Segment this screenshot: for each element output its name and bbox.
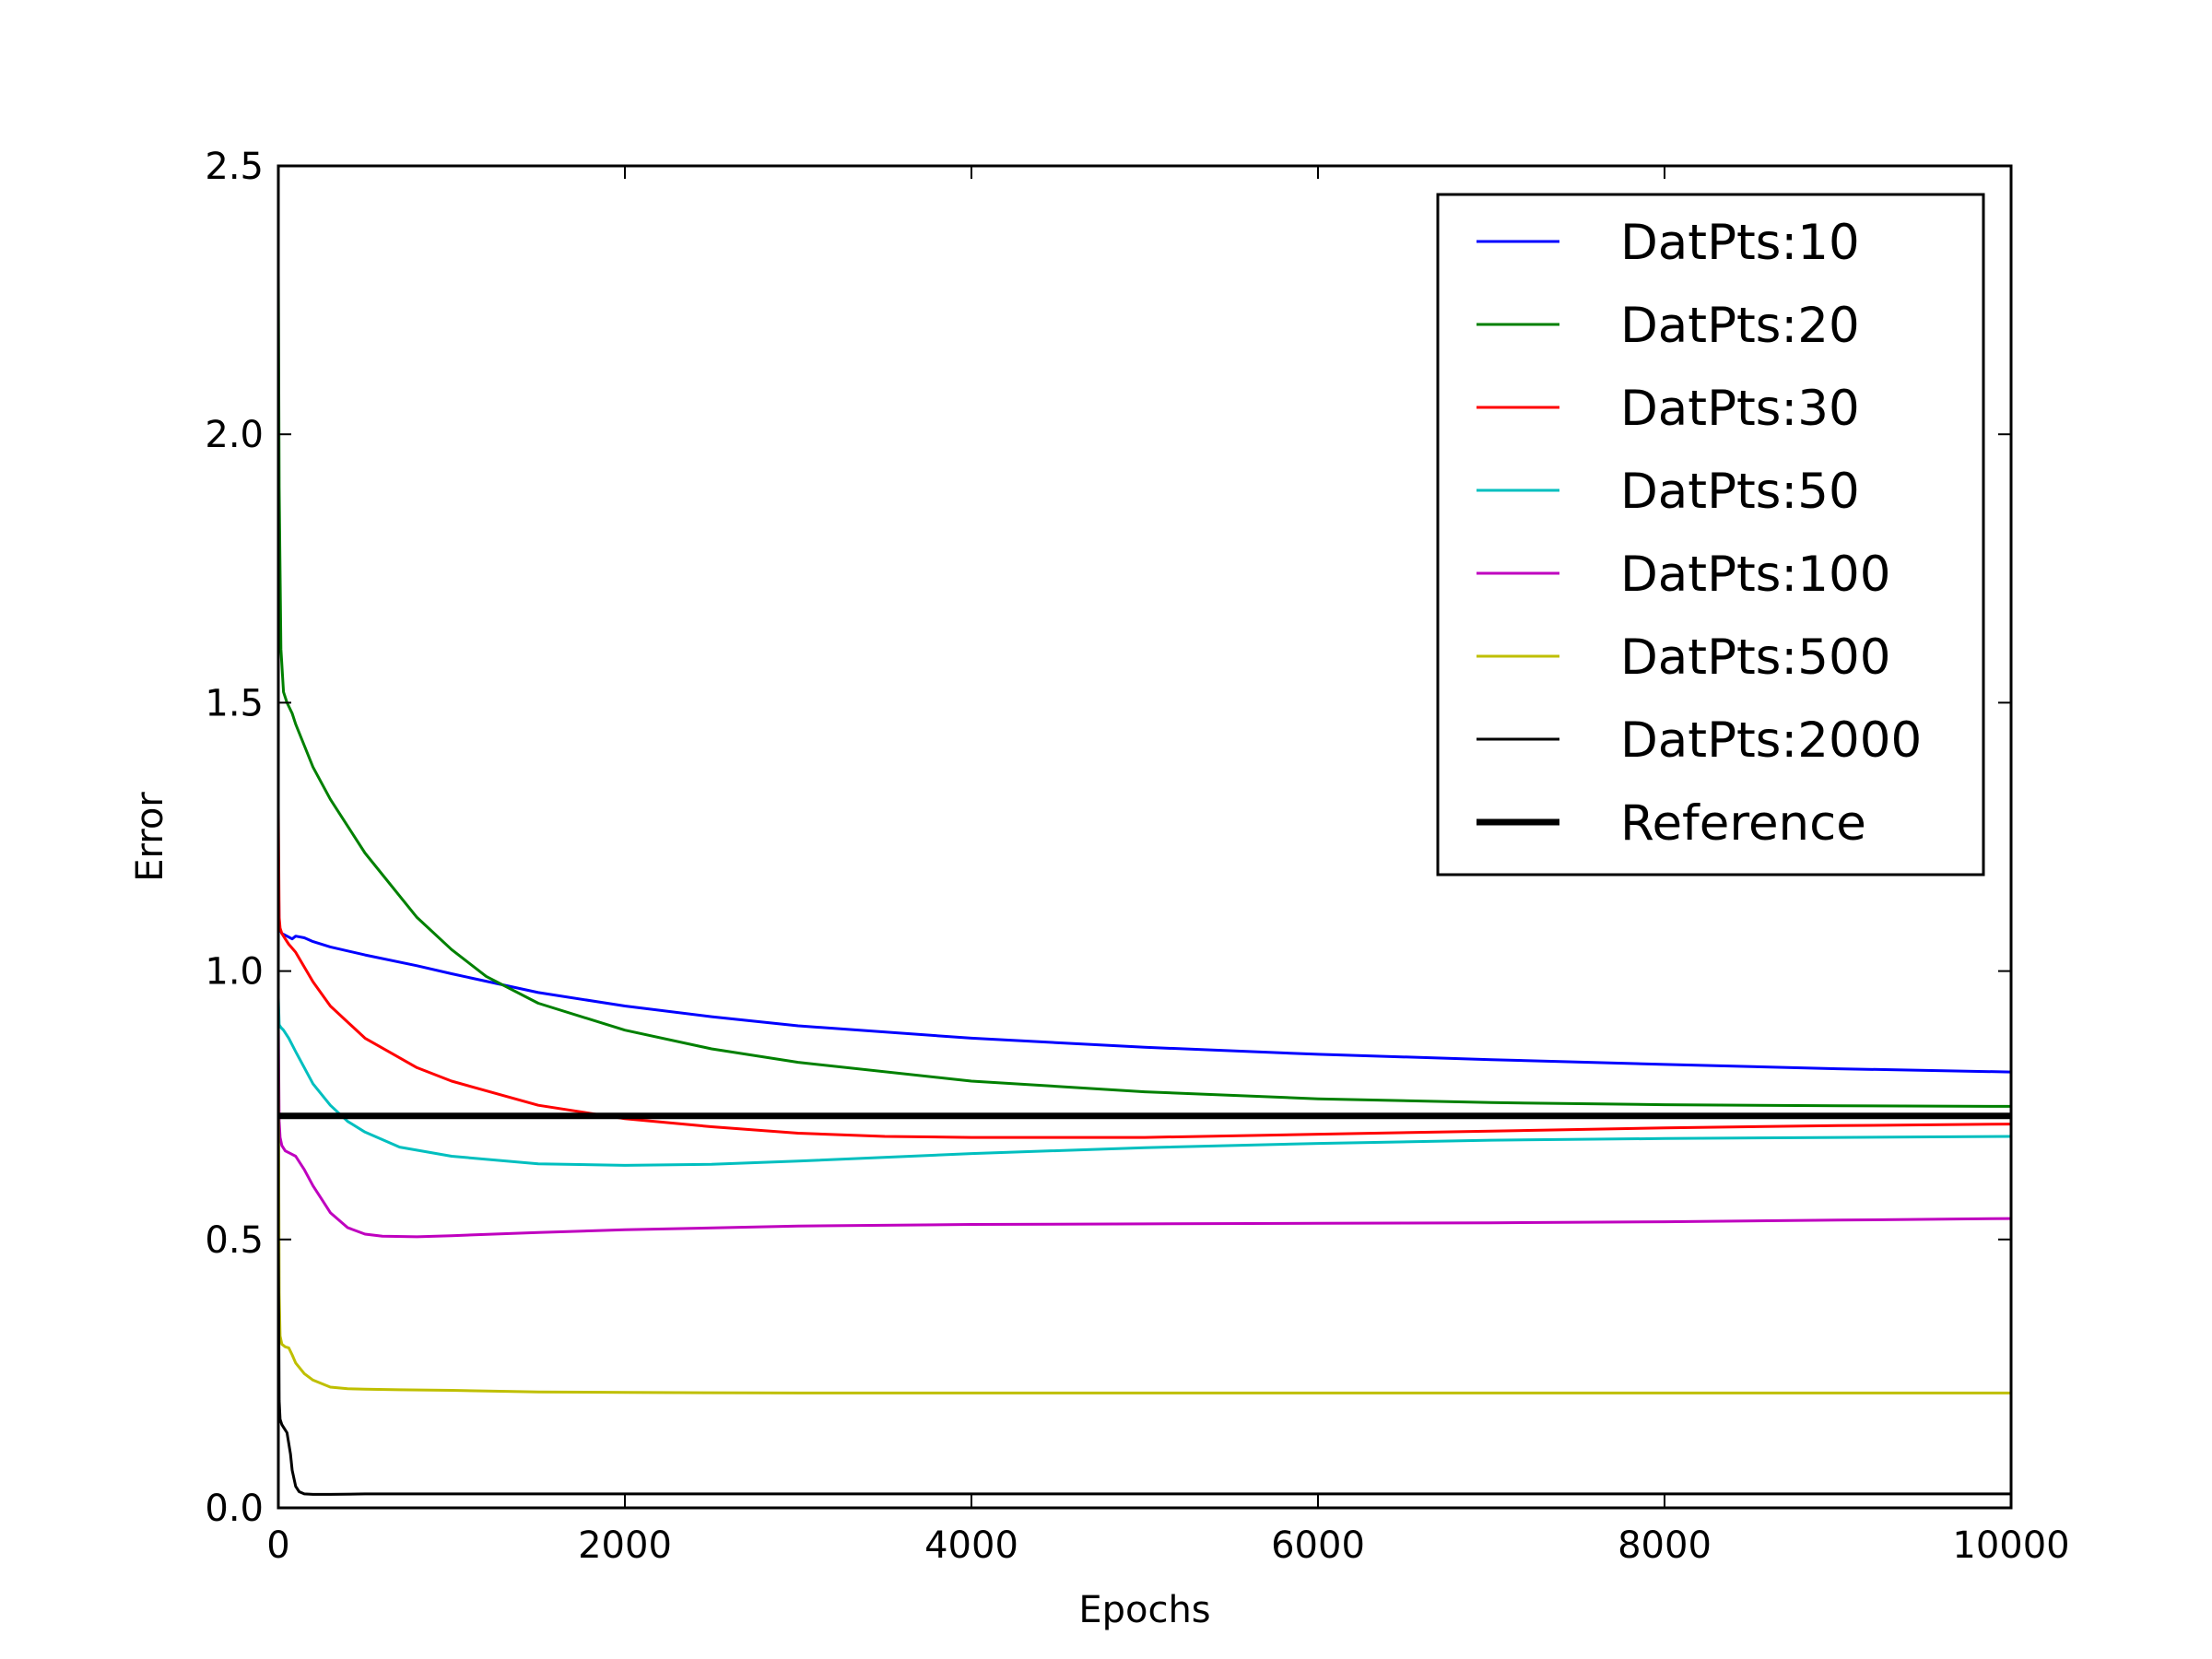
legend-label-datpts-500: DatPts:500 [1620, 629, 1890, 686]
x-tick-label: 6000 [1271, 1524, 1365, 1567]
series-line-datpts-100 [278, 1024, 2011, 1239]
y-tick-label: 1.0 [205, 951, 264, 994]
legend-label-datpts-100: DatPts:100 [1620, 547, 1890, 603]
legend-label-datpts-10: DatPts:10 [1620, 215, 1860, 271]
legend-label-datpts-20: DatPts:20 [1620, 298, 1860, 354]
y-tick-label: 2.5 [205, 146, 264, 188]
x-axis-title: Epochs [1078, 1589, 1210, 1631]
series-line-datpts-500 [278, 1051, 2011, 1394]
legend-label-datpts-30: DatPts:30 [1620, 381, 1860, 437]
legend-label-datpts-2000: DatPts:2000 [1620, 712, 1922, 769]
series-line-datpts-2000 [278, 1239, 2011, 1496]
plot-frame [276, 164, 2013, 1510]
x-tick-label: 2000 [578, 1524, 672, 1567]
y-tick-label: 1.5 [205, 682, 264, 724]
series-line-datpts-50 [278, 997, 2011, 1167]
x-tick-label: 10000 [1952, 1524, 2069, 1567]
series-line-datpts-30 [278, 809, 2011, 1139]
y-axis-title: Error [129, 792, 171, 882]
y-tick-label: 0.0 [205, 1488, 264, 1530]
x-tick-label: 8000 [1618, 1524, 1712, 1567]
legend: DatPts:10 DatPts:20 DatPts:30 DatPts:50 DatP… [1436, 193, 1985, 877]
legend-label-reference: Reference [1620, 795, 1866, 852]
legend-label-datpts-50: DatPts:50 [1620, 464, 1860, 520]
y-axis: 0.0 0.5 1.0 1.5 2.0 2.5 [205, 146, 2011, 1530]
y-tick-label: 2.0 [205, 414, 264, 456]
legend-frame [1436, 193, 1985, 877]
x-tick-label: 4000 [924, 1524, 1018, 1567]
x-tick-label: 0 [266, 1524, 289, 1567]
series-line-datpts-10 [278, 864, 2011, 1074]
x-axis: 0 2000 4000 6000 8000 10000 [266, 166, 2070, 1567]
y-tick-label: 0.5 [205, 1219, 264, 1262]
